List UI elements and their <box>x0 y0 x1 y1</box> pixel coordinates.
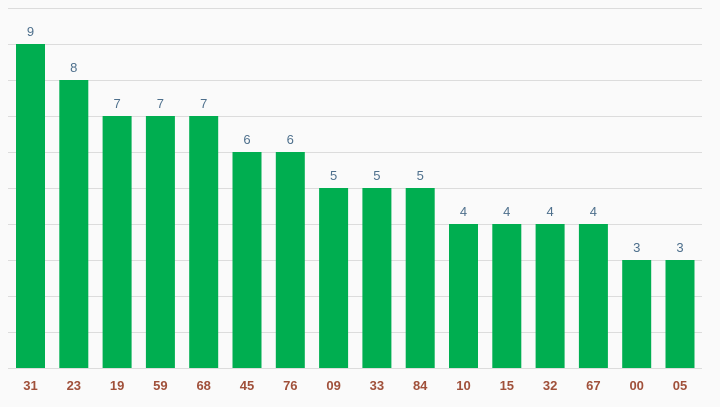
x-tick-label-32: 32 <box>543 378 557 393</box>
bar-76 <box>275 152 305 368</box>
x-tick-label-76: 76 <box>283 378 297 393</box>
value-label-15: 4 <box>503 204 510 219</box>
bar-19 <box>102 116 132 368</box>
value-label-31: 9 <box>27 24 34 39</box>
x-tick-label-84: 84 <box>413 378 428 393</box>
x-tick-label-23: 23 <box>67 378 81 393</box>
x-tick-label-45: 45 <box>240 378 254 393</box>
bar-05 <box>665 260 695 368</box>
bar-23 <box>59 80 89 368</box>
bar-59 <box>145 116 175 368</box>
bar-68 <box>189 116 219 368</box>
value-label-00: 3 <box>633 240 640 255</box>
bar-00 <box>622 260 652 368</box>
x-tick-label-00: 00 <box>629 378 643 393</box>
bar-67 <box>578 224 608 368</box>
bar-15 <box>492 224 522 368</box>
x-tick-label-31: 31 <box>23 378 37 393</box>
value-label-23: 8 <box>70 60 77 75</box>
value-label-19: 7 <box>113 96 120 111</box>
bar-10 <box>449 224 478 368</box>
x-tick-label-33: 33 <box>370 378 384 393</box>
bar-09 <box>319 188 349 368</box>
bar-33 <box>362 188 392 368</box>
x-tick-label-15: 15 <box>500 378 514 393</box>
value-label-10: 4 <box>460 204 467 219</box>
value-label-59: 7 <box>157 96 164 111</box>
value-label-05: 3 <box>676 240 683 255</box>
value-labels: 9 8 7 7 7 6 6 5 5 5 4 4 4 4 3 3 <box>27 24 684 255</box>
value-label-76: 6 <box>287 132 294 147</box>
x-tick-label-68: 68 <box>196 378 210 393</box>
value-label-84: 5 <box>417 168 424 183</box>
bar-45 <box>232 152 262 368</box>
value-label-09: 5 <box>330 168 337 183</box>
value-label-68: 7 <box>200 96 207 111</box>
value-label-45: 6 <box>243 132 250 147</box>
x-tick-label-10: 10 <box>456 378 470 393</box>
value-label-32: 4 <box>546 204 553 219</box>
bar-32 <box>535 224 565 368</box>
x-tick-label-05: 05 <box>673 378 687 393</box>
x-tick-label-67: 67 <box>586 378 600 393</box>
value-label-67: 4 <box>590 204 597 219</box>
x-tick-label-19: 19 <box>110 378 124 393</box>
bar-84 <box>405 188 435 368</box>
x-tick-label-59: 59 <box>153 378 167 393</box>
x-tick-label-09: 09 <box>326 378 340 393</box>
bars <box>16 44 695 368</box>
bar-31 <box>16 44 45 368</box>
x-tick-labels: 31 23 19 59 68 45 76 09 33 84 10 15 32 67 00 05 <box>23 378 687 393</box>
value-label-33: 5 <box>373 168 380 183</box>
